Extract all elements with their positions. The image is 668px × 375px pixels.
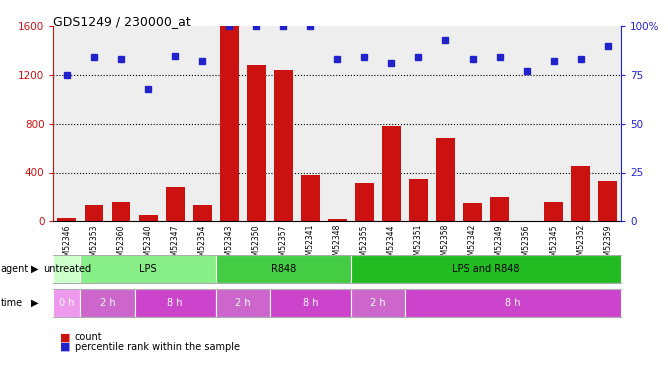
Text: ■: ■ bbox=[60, 342, 71, 352]
Bar bbox=[436, 138, 455, 221]
Bar bbox=[599, 181, 617, 221]
Text: untreated: untreated bbox=[43, 264, 91, 274]
Bar bbox=[85, 206, 104, 221]
Text: percentile rank within the sample: percentile rank within the sample bbox=[75, 342, 240, 352]
Text: 8 h: 8 h bbox=[505, 298, 521, 308]
Text: 2 h: 2 h bbox=[370, 298, 385, 308]
Text: 2 h: 2 h bbox=[235, 298, 250, 308]
Text: 8 h: 8 h bbox=[168, 298, 183, 308]
Text: GDS1249 / 230000_at: GDS1249 / 230000_at bbox=[53, 15, 191, 28]
Text: 2 h: 2 h bbox=[100, 298, 116, 308]
Bar bbox=[517, 220, 536, 221]
Bar bbox=[220, 26, 238, 221]
Bar bbox=[490, 197, 509, 221]
Bar bbox=[463, 203, 482, 221]
Bar bbox=[166, 187, 184, 221]
Text: LPS: LPS bbox=[139, 264, 157, 274]
Text: R848: R848 bbox=[271, 264, 296, 274]
Text: ▶: ▶ bbox=[31, 298, 39, 308]
Bar bbox=[192, 206, 212, 221]
Text: 8 h: 8 h bbox=[303, 298, 318, 308]
Text: count: count bbox=[75, 333, 102, 342]
Bar bbox=[57, 217, 76, 221]
Text: time: time bbox=[1, 298, 23, 308]
Text: ■: ■ bbox=[60, 333, 71, 342]
Bar bbox=[409, 178, 428, 221]
Bar bbox=[328, 219, 347, 221]
Text: ▶: ▶ bbox=[31, 264, 39, 274]
Text: LPS and R848: LPS and R848 bbox=[452, 264, 520, 274]
Bar bbox=[571, 166, 590, 221]
Bar bbox=[544, 202, 563, 221]
Bar bbox=[355, 183, 374, 221]
Bar bbox=[301, 175, 320, 221]
Text: agent: agent bbox=[1, 264, 29, 274]
Bar bbox=[274, 70, 293, 221]
Bar bbox=[382, 126, 401, 221]
Bar bbox=[139, 215, 158, 221]
Bar bbox=[246, 65, 266, 221]
Text: 0 h: 0 h bbox=[59, 298, 75, 308]
Bar bbox=[112, 202, 130, 221]
